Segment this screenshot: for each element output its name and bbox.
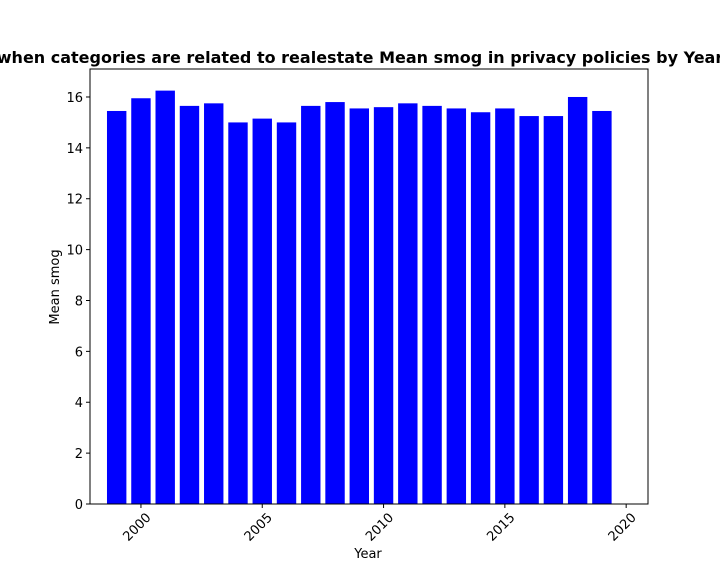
chart-title: when categories are related to realestat… [0,48,720,67]
bar-2003 [204,103,223,504]
bar-2013 [447,108,466,504]
x-tick-label: 2010 [363,511,397,545]
bar-2008 [325,102,344,504]
y-tick-label: 10 [66,244,83,259]
y-axis-ticks: 0 2 4 6 8 10 12 14 16 [66,91,90,513]
bar-2004 [228,122,247,504]
x-tick-label: 2000 [120,511,154,545]
y-tick-label: 16 [66,91,83,106]
bar-2007 [301,106,320,504]
bar-2019 [592,111,611,504]
y-tick-label: 8 [75,294,83,309]
y-tick-label: 2 [75,447,83,462]
bar-2014 [471,112,490,504]
bar-2010 [374,107,393,504]
x-tick-label: 2020 [606,511,640,545]
bar-2015 [495,108,514,504]
bar-2017 [544,116,563,504]
y-tick-label: 12 [66,193,83,208]
y-tick-label: 6 [75,345,83,360]
bar-2002 [180,106,199,504]
y-tick-label: 14 [66,142,83,157]
bar-2000 [131,98,150,504]
bar-2012 [422,106,441,504]
bar-2011 [398,103,417,504]
bar-2001 [156,91,175,504]
bar-2005 [253,119,272,504]
x-tick-label: 2015 [484,511,518,545]
bar-2018 [568,97,587,504]
y-tick-label: 4 [75,396,83,411]
x-axis-ticks: 2000 2005 2010 2015 2020 [120,504,639,545]
x-axis-label: Year [353,547,382,562]
bar-2006 [277,122,296,504]
y-tick-label: 0 [75,498,83,513]
bars-group [107,91,612,504]
bar-1999 [107,111,126,504]
bar-2009 [350,108,369,504]
y-axis-label: Mean smog [48,249,63,324]
bar-2016 [519,116,538,504]
x-tick-label: 2005 [242,511,276,545]
